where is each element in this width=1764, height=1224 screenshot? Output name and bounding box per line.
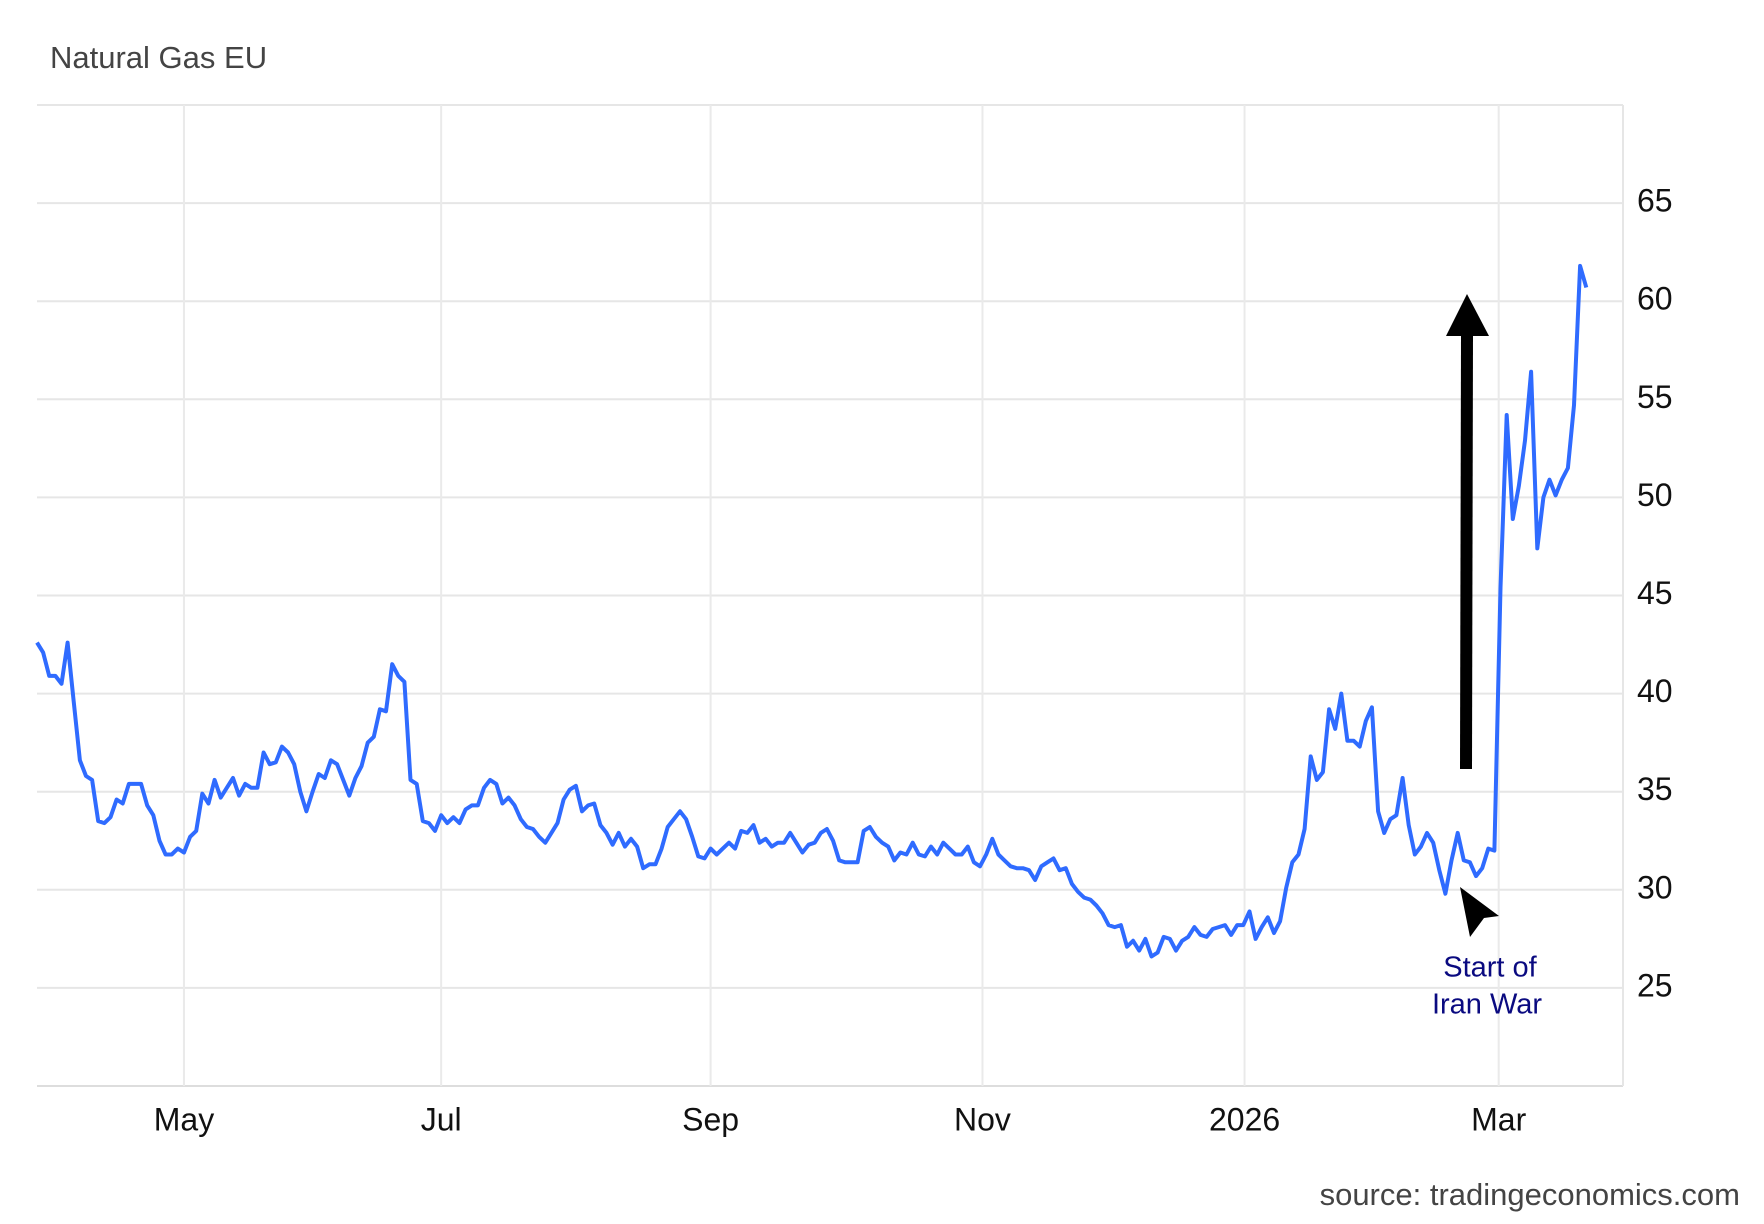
- source: source: tradingeconomics.com: [1320, 1177, 1740, 1212]
- x-tick-label: Sep: [682, 1101, 739, 1137]
- grid: [37, 105, 1623, 1086]
- y-tick-label: 50: [1637, 477, 1673, 513]
- y-tick-label: 55: [1637, 379, 1673, 415]
- y-tick-label: 25: [1637, 967, 1673, 1003]
- x-tick-label: Nov: [954, 1101, 1011, 1137]
- price-line: [35, 263, 1589, 959]
- annotation: Iran War: [1432, 989, 1542, 1021]
- annotation: Start of: [1443, 952, 1537, 984]
- y-tick-label: 60: [1637, 281, 1673, 317]
- y-tick-label: 45: [1637, 575, 1673, 611]
- x-tick-label: Mar: [1471, 1101, 1526, 1137]
- y-tick-label: 40: [1637, 673, 1673, 709]
- chart-title: Natural Gas EU: [50, 40, 267, 75]
- y-tick-label: 35: [1637, 771, 1673, 807]
- pointer-arrow: [1460, 887, 1499, 937]
- y-tick-label: 65: [1637, 183, 1673, 219]
- y-tick-label: 30: [1637, 869, 1673, 905]
- arrow-shaft: [1460, 334, 1473, 770]
- x-tick-label: Jul: [421, 1101, 462, 1137]
- x-tick-label: 2026: [1209, 1101, 1280, 1137]
- arrow-head: [1446, 294, 1489, 336]
- x-tick-label: May: [154, 1101, 214, 1137]
- marks: [35, 263, 1589, 959]
